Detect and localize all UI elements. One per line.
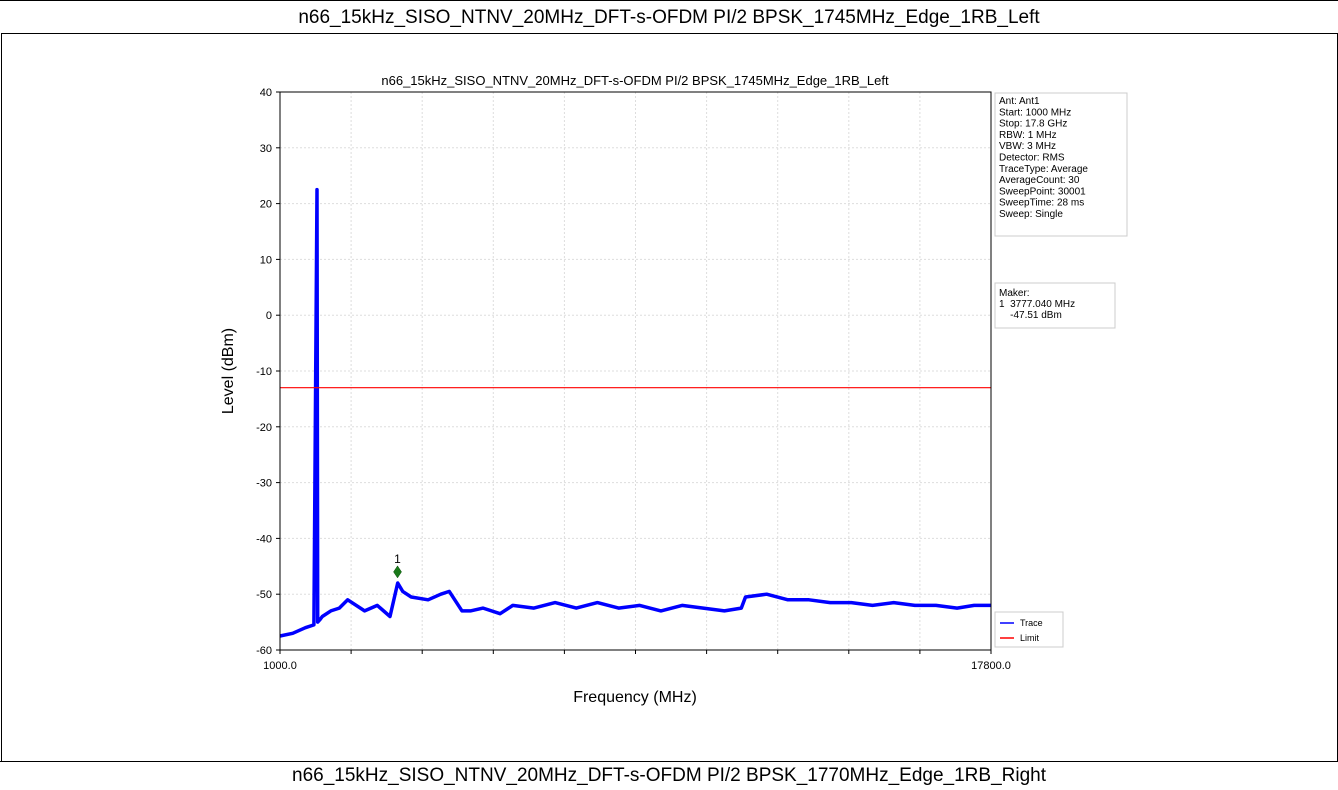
marker-label: 1 [394, 552, 401, 566]
chart-title: n66_15kHz_SISO_NTNV_20MHz_DFT-s-OFDM PI/… [381, 73, 889, 88]
plot-area-border [279, 91, 992, 651]
legend-frame [994, 611, 1064, 648]
caption-bottom: n66_15kHz_SISO_NTNV_20MHz_DFT-s-OFDM PI/… [0, 761, 1338, 789]
y-tick-label: -10 [256, 366, 272, 378]
caption-top: n66_15kHz_SISO_NTNV_20MHz_DFT-s-OFDM PI/… [0, 0, 1338, 34]
info-box-line: AverageCount: 30 [999, 175, 1080, 186]
marker-box-line: 1 3777.040 MHz [999, 299, 1075, 310]
y-tick-label: -50 [256, 589, 272, 601]
y-tick-label: 10 [260, 254, 272, 266]
legend-label-limit: Limit [1020, 633, 1040, 643]
info-box-line: VBW: 3 MHz [999, 141, 1056, 152]
info-box-line: Stop: 17.8 GHz [999, 119, 1067, 130]
legend-label-trace: Trace [1020, 618, 1043, 628]
y-tick-label: 30 [260, 143, 272, 155]
y-tick-label: -30 [256, 478, 272, 490]
y-tick-label: -20 [256, 422, 272, 434]
x-tick-label: 1000.0 [263, 660, 297, 672]
x-axis-label: Frequency (MHz) [573, 689, 697, 706]
info-box-line: Ant: Ant1 [999, 96, 1040, 107]
legend: Trace Limit [994, 611, 1064, 648]
info-box-line: TraceType: Average [999, 164, 1088, 175]
info-box-line: Sweep: Single [999, 209, 1063, 220]
y-tick-label: 40 [260, 87, 272, 99]
marker-box-frame [994, 282, 1116, 329]
y-axis-ticks: 40 30 20 10 0 -10 -20 -30 -40 -50 -60 [256, 87, 280, 657]
marker-box-line: -47.51 dBm [999, 310, 1062, 321]
x-axis-ticks: 1000.0 17800.0 [263, 650, 1011, 672]
y-tick-label: -60 [256, 645, 272, 657]
x-tick-label: 17800.0 [971, 660, 1011, 672]
y-tick-label: 0 [266, 310, 272, 322]
series-layer: 1 [279, 187, 991, 638]
marker-diamond [393, 565, 402, 579]
y-tick-label: -40 [256, 533, 272, 545]
marker-box: Maker:1 3777.040 MHz -47.51 dBm [994, 282, 1116, 329]
info-box-line: Start: 1000 MHz [999, 107, 1071, 118]
info-box-line: SweepPoint: 30001 [999, 186, 1086, 197]
trace-line [279, 187, 991, 638]
y-axis-label: Level (dBm) [220, 328, 237, 414]
marker-box-line: Maker: [999, 288, 1030, 299]
info-box-frame [994, 92, 1128, 237]
info-box-line: Detector: RMS [999, 153, 1065, 164]
marker-box-lines: Maker:1 3777.040 MHz -47.51 dBm [999, 288, 1075, 321]
grid-lines [279, 91, 992, 651]
y-tick-label: 20 [260, 199, 272, 211]
info-box-line: SweepTime: 28 ms [999, 198, 1084, 209]
info-box-line: RBW: 1 MHz [999, 130, 1057, 141]
